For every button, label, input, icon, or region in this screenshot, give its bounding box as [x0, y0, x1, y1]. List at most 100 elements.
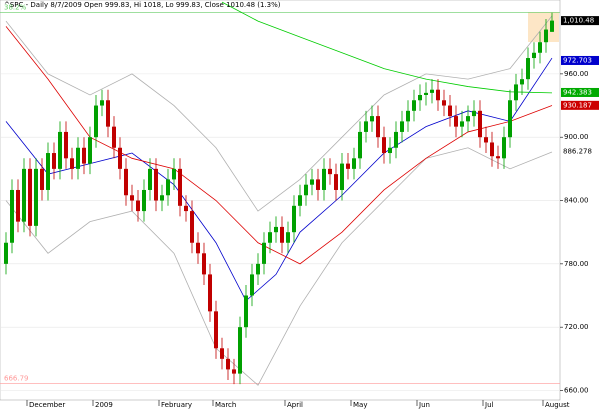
- candle-body: [106, 100, 110, 127]
- candle-body: [334, 174, 338, 190]
- candle-body: [40, 168, 44, 190]
- candle-body: [316, 179, 320, 190]
- candle-body: [400, 121, 404, 132]
- candle-body: [148, 168, 152, 190]
- candle-body: [88, 137, 92, 164]
- candle-body: [154, 168, 158, 201]
- candle-body: [436, 89, 440, 101]
- candle-body: [70, 158, 74, 169]
- chart-title: ^SPC - Daily 8/7/2009 Open 999.83, Hi 10…: [4, 1, 281, 9]
- candle-body: [472, 110, 476, 117]
- candle-body: [46, 153, 50, 190]
- price-label: 1,010.48: [563, 17, 594, 25]
- y-tick-label: 900.00: [564, 133, 589, 141]
- candle-body: [274, 226, 278, 233]
- candle-body: [58, 131, 62, 169]
- candle-body: [82, 147, 86, 164]
- candle-body: [244, 295, 248, 328]
- candle-body: [256, 263, 260, 275]
- indicator-line: [5, 15, 553, 212]
- y-tick-label: 840.00: [564, 197, 589, 205]
- candle-body: [514, 84, 518, 101]
- candle-body: [394, 131, 398, 148]
- candle-body: [478, 110, 482, 138]
- candle-body: [172, 168, 176, 180]
- candle-body: [358, 131, 362, 159]
- indicator-line: [5, 26, 553, 265]
- candle-body: [442, 100, 446, 106]
- candle-body: [136, 200, 140, 212]
- candle-body: [544, 29, 548, 43]
- candle-body: [484, 137, 488, 143]
- candle-body: [22, 168, 26, 222]
- candle-body: [466, 116, 470, 122]
- candle-body: [388, 147, 392, 154]
- candle-body: [412, 100, 416, 111]
- candle-body: [490, 142, 494, 157]
- candle-body: [16, 189, 20, 222]
- indicator-line: [5, 147, 553, 386]
- candle-body: [262, 242, 266, 264]
- y-tick-label: 780.00: [564, 260, 589, 268]
- x-tick-label: March: [215, 401, 236, 409]
- x-tick-label: December: [29, 401, 65, 409]
- candle-body: [292, 205, 296, 233]
- candle-body: [76, 147, 80, 169]
- candle-body: [340, 163, 344, 190]
- price-label-box: [561, 87, 599, 97]
- price-label-box: [561, 55, 599, 65]
- plot-area: [0, 0, 561, 401]
- candle-body: [250, 274, 254, 296]
- candle-body: [346, 163, 350, 169]
- price-label: 972.703: [563, 56, 592, 64]
- candle-body: [304, 184, 308, 196]
- price-label-box: [561, 100, 599, 110]
- candle-body: [10, 189, 14, 243]
- candle-body: [190, 211, 194, 243]
- candle-body: [100, 100, 104, 106]
- x-tick-label: February: [161, 401, 192, 409]
- y-tick-label: 660.00: [564, 387, 589, 395]
- candle-body: [160, 195, 164, 201]
- x-tick-label: 2009: [95, 401, 113, 409]
- candle-body: [382, 137, 386, 154]
- candle-body: [184, 205, 188, 212]
- candle-body: [268, 232, 272, 243]
- candle-body: [538, 42, 542, 53]
- candle-body: [178, 168, 182, 206]
- candle-body: [118, 147, 122, 169]
- x-tick-label: May: [353, 401, 367, 409]
- candle-body: [328, 168, 332, 175]
- candle-body: [124, 168, 128, 196]
- candle-body: [112, 126, 116, 148]
- y-tick-label: 960.00: [564, 70, 589, 78]
- price-label-box: [561, 147, 599, 157]
- candle-body: [370, 116, 374, 122]
- candle-body: [502, 137, 506, 159]
- candle-body: [508, 100, 512, 138]
- candle-body: [94, 105, 98, 138]
- candle-body: [52, 153, 56, 169]
- price-label-box: [561, 16, 599, 26]
- candle-body: [520, 79, 524, 85]
- candle-body: [376, 116, 380, 138]
- candle-body: [526, 58, 530, 80]
- candle-body: [238, 327, 242, 374]
- candle-body: [460, 121, 464, 127]
- candle-body: [4, 242, 8, 264]
- candle-body: [280, 226, 284, 243]
- candle-body: [406, 110, 410, 122]
- candle-body: [430, 89, 434, 93]
- candle-body: [322, 168, 326, 190]
- x-tick-label: August: [545, 401, 570, 409]
- candle-body: [142, 189, 146, 212]
- candle-body: [232, 369, 236, 374]
- candle-body: [286, 232, 290, 243]
- candle-body: [226, 358, 230, 370]
- x-tick-label: Jun: [418, 401, 430, 409]
- candle-body: [550, 20, 554, 32]
- y-tick-label: 720.00: [564, 323, 589, 331]
- candle-body: [196, 242, 200, 254]
